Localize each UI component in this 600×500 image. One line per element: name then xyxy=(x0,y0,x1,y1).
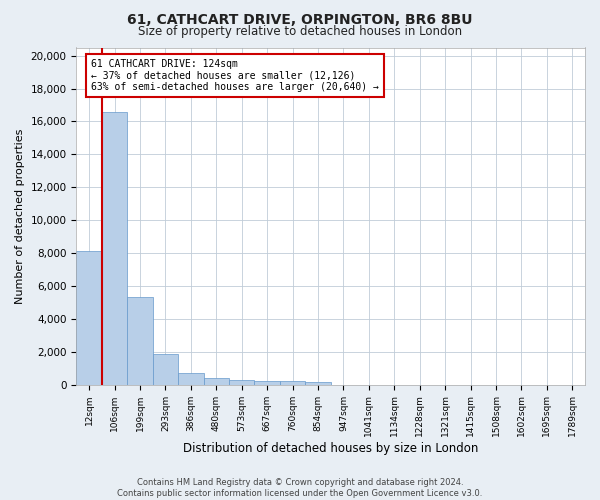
Bar xyxy=(229,380,254,384)
Bar xyxy=(178,373,203,384)
Bar xyxy=(127,298,152,384)
Bar xyxy=(254,381,280,384)
Text: Contains HM Land Registry data © Crown copyright and database right 2024.
Contai: Contains HM Land Registry data © Crown c… xyxy=(118,478,482,498)
Bar xyxy=(152,354,178,384)
Y-axis label: Number of detached properties: Number of detached properties xyxy=(15,128,25,304)
X-axis label: Distribution of detached houses by size in London: Distribution of detached houses by size … xyxy=(183,442,478,455)
Bar xyxy=(280,382,305,384)
Text: Size of property relative to detached houses in London: Size of property relative to detached ho… xyxy=(138,25,462,38)
Bar xyxy=(203,378,229,384)
Bar xyxy=(76,252,102,384)
Text: 61, CATHCART DRIVE, ORPINGTON, BR6 8BU: 61, CATHCART DRIVE, ORPINGTON, BR6 8BU xyxy=(127,12,473,26)
Bar xyxy=(305,382,331,384)
Text: 61 CATHCART DRIVE: 124sqm
← 37% of detached houses are smaller (12,126)
63% of s: 61 CATHCART DRIVE: 124sqm ← 37% of detac… xyxy=(91,59,379,92)
Bar xyxy=(102,112,127,384)
